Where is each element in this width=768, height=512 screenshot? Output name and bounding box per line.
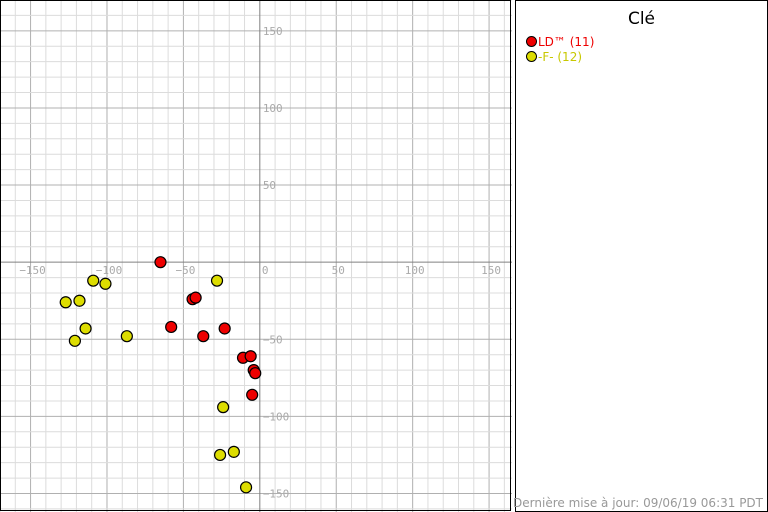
data-point-f[interactable]	[217, 401, 230, 414]
legend-dot-red-icon	[526, 36, 537, 47]
y-tick-label: −150	[263, 487, 290, 500]
y-tick-label: −50	[263, 333, 283, 346]
data-point-f[interactable]	[79, 322, 92, 335]
x-tick-label: 100	[405, 264, 425, 277]
legend-title: Clé	[627, 9, 656, 29]
data-point-ld[interactable]	[154, 256, 167, 269]
data-point-ld[interactable]	[218, 322, 231, 335]
data-point-f[interactable]	[210, 274, 224, 287]
x-tick-label: 150	[481, 264, 501, 277]
data-point-ld[interactable]	[249, 367, 262, 380]
legend-label-f: -F- (12)	[538, 50, 583, 64]
data-point-f[interactable]	[120, 330, 133, 343]
axes	[0, 0, 512, 512]
x-tick-label: −50	[175, 264, 195, 277]
data-point-f[interactable]	[239, 481, 253, 494]
data-point-f[interactable]	[59, 296, 72, 309]
y-tick-label: 150	[263, 25, 283, 38]
last-updated: Dernière mise à jour: 09/06/19 06:31 PDT	[513, 496, 763, 510]
data-point-f[interactable]	[213, 448, 227, 462]
legend-label-ld: LD™ (11)	[538, 35, 595, 49]
legend-panel: Clé LD™ (11) -F- (12) Dernière mise à jo…	[513, 0, 768, 512]
y-tick-label: −100	[263, 410, 290, 423]
data-point-f[interactable]	[68, 334, 81, 347]
plot-border	[0, 0, 511, 511]
y-tick-label: 100	[263, 102, 283, 115]
x-tick-label: −100	[96, 264, 123, 277]
scatter-plot: −150 −100 −50 0 50 100 150 150 100 50 −50 −100 −150	[0, 0, 512, 512]
data-point-ld[interactable]	[197, 330, 210, 343]
grid	[0, 0, 512, 512]
x-tick-label: 50	[332, 264, 345, 277]
x-tick-label: 0	[262, 264, 269, 277]
data-point-ld[interactable]	[246, 388, 259, 401]
plot-background	[0, 0, 512, 512]
data-point-f[interactable]	[87, 274, 100, 287]
legend-dot-yellow-icon	[526, 51, 537, 62]
y-tick-label: 50	[263, 179, 276, 192]
data-point-f[interactable]	[99, 277, 112, 290]
tick-labels: −150 −100 −50 0 50 100 150 150 100 50 −50 −100 −150	[19, 25, 501, 501]
data-point-ld[interactable]	[165, 320, 178, 334]
data-point-ld[interactable]	[244, 350, 257, 363]
x-tick-label: −150	[19, 264, 46, 277]
data-points	[59, 256, 262, 494]
data-point-ld[interactable]	[189, 291, 202, 304]
data-point-f[interactable]	[73, 294, 86, 307]
data-point-f[interactable]	[227, 445, 240, 458]
